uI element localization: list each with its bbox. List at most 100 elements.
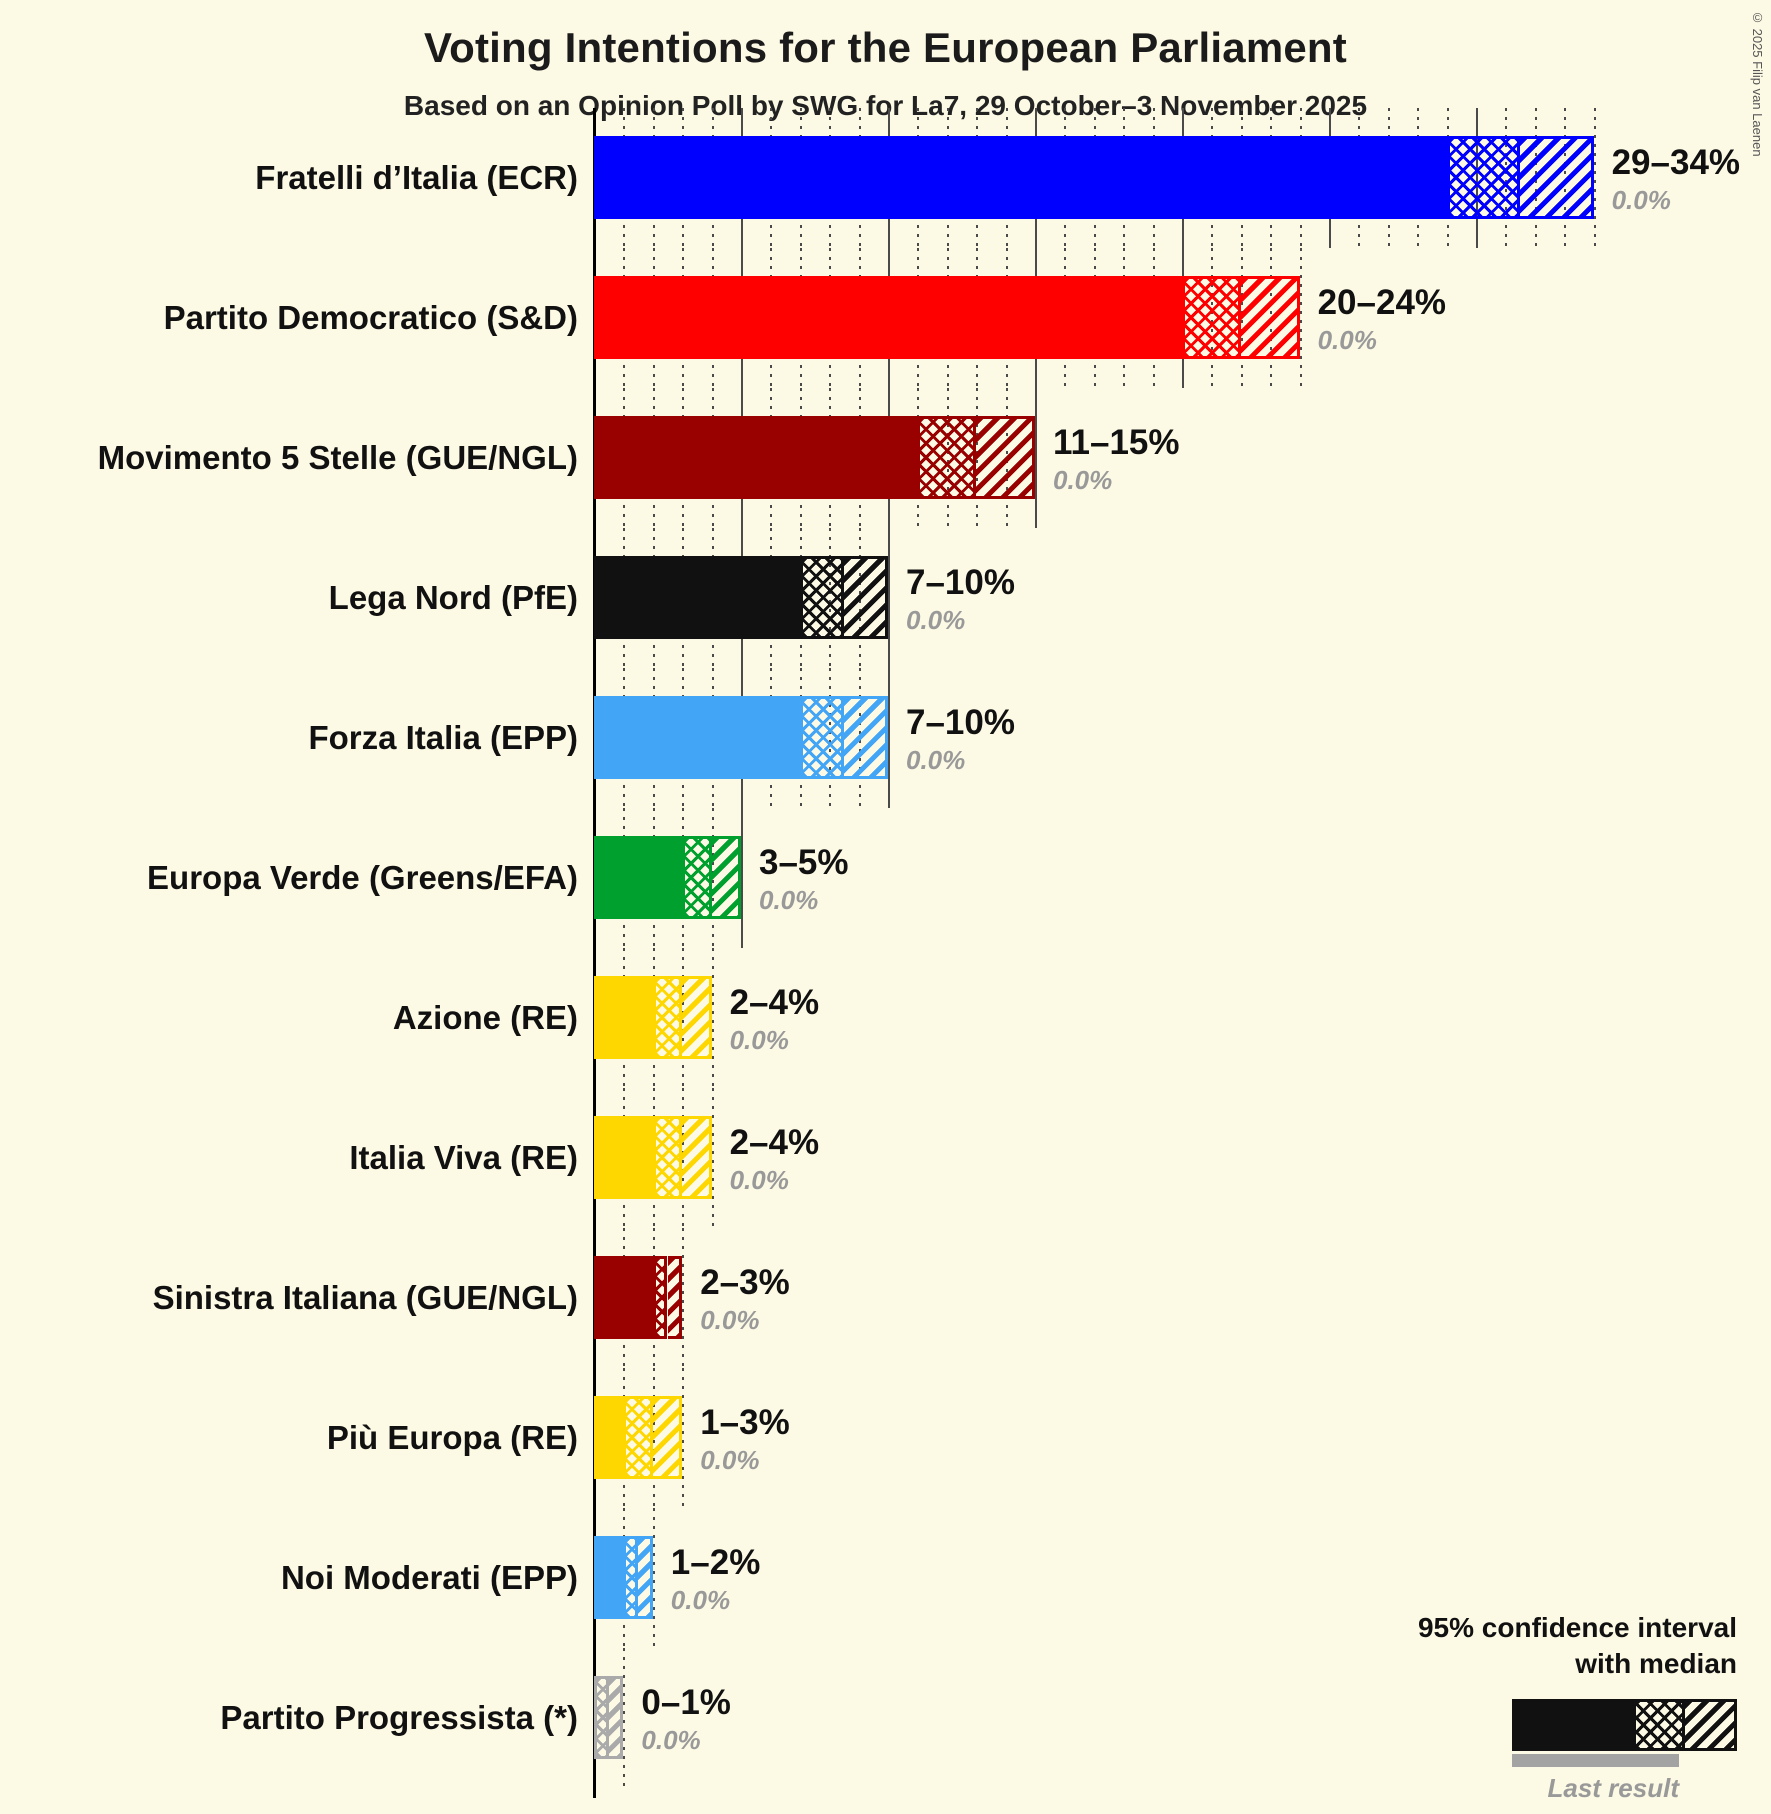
party-label: Più Europa (RE) bbox=[326, 1419, 578, 1456]
bar-ci-crosshatch bbox=[623, 1396, 653, 1479]
gridline-minor bbox=[1299, 248, 1302, 388]
chart-row: Lega Nord (PfE) 7–10% 0.0% bbox=[0, 528, 1771, 668]
gridline-minor bbox=[682, 1228, 685, 1368]
ci-range-label: 2–4% bbox=[729, 1122, 820, 1162]
last-result-label: 0.0% bbox=[906, 605, 966, 636]
chart-row: Partito Democratico (S&D) 20–24% 0.0% bbox=[0, 248, 1771, 388]
chart-row: Azione (RE) 2–4% 0.0% bbox=[0, 948, 1771, 1088]
gridline-major bbox=[741, 808, 743, 948]
ci-range-label: 29–34% bbox=[1611, 142, 1741, 182]
legend: 95% confidence interval with median Last… bbox=[1277, 1610, 1737, 1804]
last-result-label: 0.0% bbox=[700, 1445, 760, 1476]
bar-ci-diagonal bbox=[608, 1676, 624, 1759]
bar-ci-diagonal bbox=[638, 1536, 653, 1619]
chart-row: Noi Moderati (EPP) 1–2% 0.0% bbox=[0, 1508, 1771, 1648]
value-labels: 7–10% 0.0% bbox=[906, 690, 1015, 789]
bar-solid bbox=[594, 416, 918, 499]
bar-ci-diagonal bbox=[682, 1116, 712, 1199]
copyright-note: © 2025 Filip van Laenen bbox=[1750, 10, 1765, 157]
party-label: Azione (RE) bbox=[392, 999, 578, 1036]
value-labels: 7–10% 0.0% bbox=[906, 550, 1015, 649]
bar-ci-crosshatch bbox=[652, 976, 683, 1059]
value-labels: 2–4% 0.0% bbox=[730, 970, 820, 1069]
value-labels: 0–1% 0.0% bbox=[641, 1670, 731, 1769]
ci-range-label: 2–4% bbox=[729, 982, 820, 1022]
ci-range-label: 7–10% bbox=[906, 562, 1015, 602]
bar-ci-crosshatch bbox=[1446, 136, 1521, 219]
legend-last-result-bar bbox=[1512, 1753, 1679, 1767]
bar-ci-diagonal bbox=[682, 976, 712, 1059]
bar-ci-crosshatch bbox=[799, 556, 844, 639]
bar-ci-crosshatch bbox=[623, 1536, 639, 1619]
ci-range-label: 2–3% bbox=[700, 1262, 790, 1302]
gridline-major bbox=[1035, 388, 1037, 528]
legend-crosshatch-segment bbox=[1633, 1698, 1685, 1751]
legend-diagonal-segment bbox=[1685, 1698, 1737, 1751]
legend-last-result-label: Last result bbox=[1547, 1772, 1680, 1803]
bar-ci-diagonal bbox=[843, 696, 888, 779]
bar-solid bbox=[594, 276, 1182, 359]
gridline-minor bbox=[682, 1368, 685, 1508]
party-label: Italia Viva (RE) bbox=[349, 1139, 578, 1176]
bar-ci-crosshatch bbox=[917, 416, 977, 499]
gridline-minor bbox=[711, 948, 714, 1088]
bar-solid bbox=[594, 136, 1447, 219]
bar-ci-crosshatch bbox=[1182, 276, 1241, 359]
bar-ci-diagonal bbox=[976, 416, 1035, 499]
bar-ci-crosshatch bbox=[594, 1676, 609, 1759]
legend-title-line2: with median bbox=[1575, 1648, 1737, 1680]
bar-ci-diagonal bbox=[652, 1396, 683, 1479]
value-labels: 2–4% 0.0% bbox=[730, 1110, 820, 1209]
bar-solid bbox=[594, 1116, 653, 1199]
chart-title: Voting Intentions for the European Parli… bbox=[424, 24, 1347, 71]
chart-row: Sinistra Italiana (GUE/NGL) 2–3% 0.0% bbox=[0, 1228, 1771, 1368]
party-label: Sinistra Italiana (GUE/NGL) bbox=[152, 1279, 578, 1316]
bar-ci-diagonal bbox=[843, 556, 888, 639]
last-result-label: 0.0% bbox=[1317, 325, 1377, 356]
party-label: Noi Moderati (EPP) bbox=[280, 1559, 578, 1596]
chart-row: Forza Italia (EPP) 7–10% 0.0% bbox=[0, 668, 1771, 808]
bar-solid bbox=[594, 976, 653, 1059]
ci-range-label: 11–15% bbox=[1053, 422, 1180, 462]
ci-range-label: 7–10% bbox=[906, 702, 1015, 742]
chart-row: Europa Verde (Greens/EFA) 3–5% 0.0% bbox=[0, 808, 1771, 948]
bar-ci-diagonal bbox=[711, 836, 741, 919]
bar-ci-crosshatch bbox=[652, 1256, 668, 1339]
gridline-minor bbox=[711, 1088, 714, 1228]
legend-solid-segment bbox=[1512, 1698, 1633, 1751]
value-labels: 1–2% 0.0% bbox=[671, 1530, 761, 1629]
bar-ci-diagonal bbox=[1240, 276, 1300, 359]
gridline-minor bbox=[1593, 108, 1596, 248]
last-result-label: 0.0% bbox=[670, 1585, 731, 1616]
chart-subtitle: Based on an Opinion Poll by SWG for La7,… bbox=[403, 90, 1368, 121]
party-label: Forza Italia (EPP) bbox=[308, 719, 578, 756]
bar-ci-diagonal bbox=[667, 1256, 683, 1339]
bar-solid bbox=[594, 836, 683, 919]
bar-ci-diagonal bbox=[1520, 136, 1594, 219]
last-result-label: 0.0% bbox=[759, 885, 819, 916]
party-label: Partito Progressista (*) bbox=[220, 1699, 578, 1736]
x-axis-zero-line bbox=[593, 108, 596, 1798]
ci-range-label: 1–3% bbox=[700, 1402, 790, 1442]
gridline-major bbox=[888, 528, 890, 668]
legend-sample-bar bbox=[1512, 1698, 1737, 1751]
party-label: Partito Democratico (S&D) bbox=[163, 299, 578, 336]
party-label: Europa Verde (Greens/EFA) bbox=[147, 859, 578, 896]
ci-range-label: 20–24% bbox=[1317, 282, 1447, 322]
last-result-label: 0.0% bbox=[729, 1025, 789, 1056]
party-label: Fratelli d’Italia (ECR) bbox=[255, 159, 578, 196]
ci-range-label: 3–5% bbox=[759, 842, 849, 882]
value-labels: 1–3% 0.0% bbox=[700, 1390, 790, 1489]
chart-row: Movimento 5 Stelle (GUE/NGL) 11–15% 0.0% bbox=[0, 388, 1771, 528]
chart-row: Fratelli d’Italia (ECR) 29–34% 0.0% bbox=[0, 108, 1771, 248]
ci-range-label: 0–1% bbox=[641, 1682, 731, 1722]
value-labels: 20–24% 0.0% bbox=[1318, 270, 1446, 369]
bar-ci-crosshatch bbox=[799, 696, 844, 779]
chart-row: Italia Viva (RE) 2–4% 0.0% bbox=[0, 1088, 1771, 1228]
value-labels: 3–5% 0.0% bbox=[759, 830, 849, 929]
last-result-label: 0.0% bbox=[906, 745, 966, 776]
bar-solid bbox=[594, 1396, 624, 1479]
chart-row: Partito Progressista (*) 0–1% 0.0% bbox=[0, 1648, 1771, 1788]
bar-ci-crosshatch bbox=[652, 1116, 683, 1199]
